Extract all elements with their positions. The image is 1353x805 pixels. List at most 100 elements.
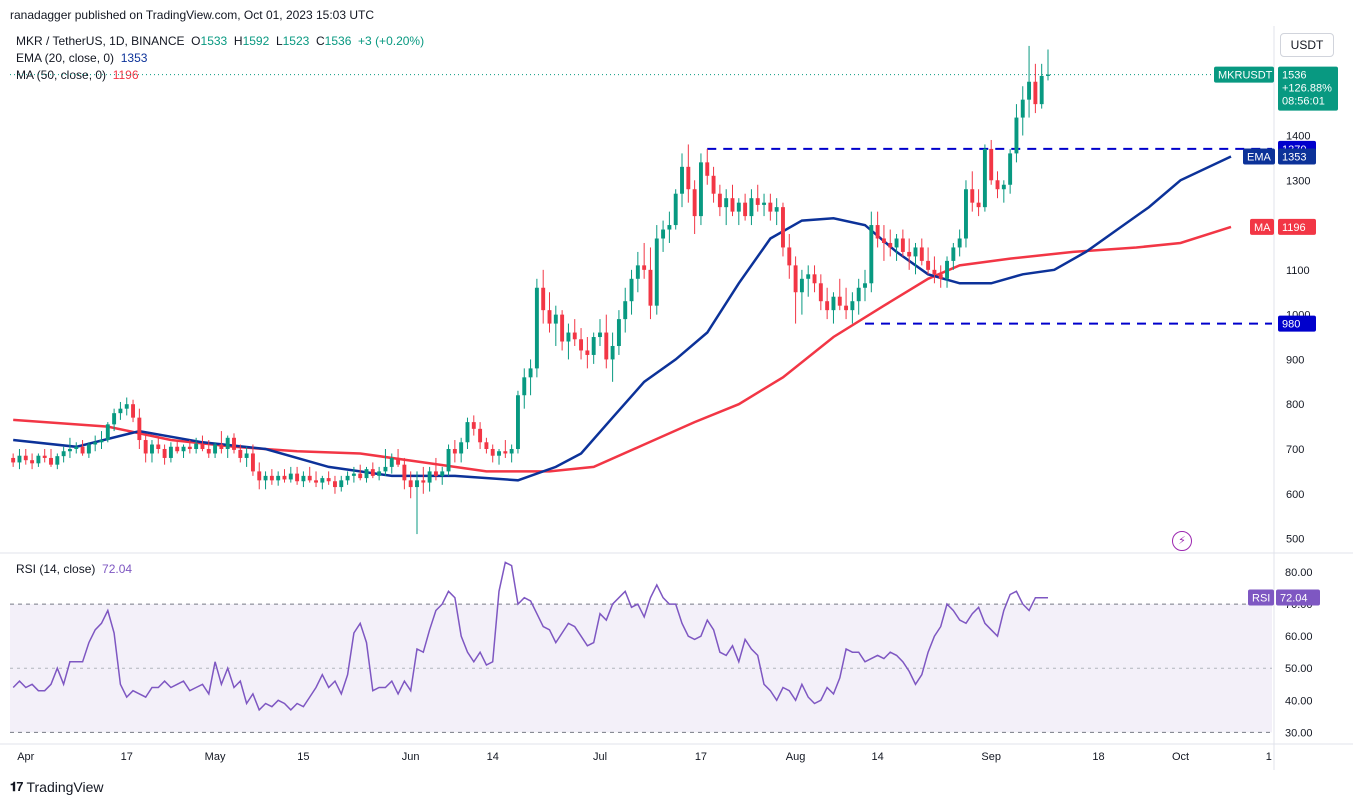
candle-body[interactable] <box>616 319 621 346</box>
candle-body[interactable] <box>932 269 937 275</box>
candle-body[interactable] <box>598 332 602 338</box>
candle-body[interactable] <box>143 440 148 454</box>
candle-body[interactable] <box>440 471 445 476</box>
candle-body[interactable] <box>730 198 735 212</box>
candle-body[interactable] <box>881 238 886 243</box>
candle-body[interactable] <box>36 455 41 464</box>
candle-body[interactable] <box>869 225 874 284</box>
candle-body[interactable] <box>553 314 558 324</box>
ma-badge[interactable]: 1196 <box>1278 218 1316 235</box>
candle-body[interactable] <box>951 247 956 261</box>
candle-body[interactable] <box>257 471 262 481</box>
candle-body[interactable] <box>799 278 804 293</box>
candle-body[interactable] <box>67 448 72 452</box>
candle-body[interactable] <box>970 189 975 203</box>
candle-body[interactable] <box>774 207 779 212</box>
candle-body[interactable] <box>232 437 236 450</box>
candle-body[interactable] <box>1008 153 1013 185</box>
candle-body[interactable] <box>850 301 855 311</box>
candle-body[interactable] <box>1014 117 1019 154</box>
candle-body[interactable] <box>534 287 539 369</box>
candle-body[interactable] <box>402 464 407 481</box>
candle-body[interactable] <box>736 202 741 212</box>
candle-body[interactable] <box>364 469 369 479</box>
symbol-title[interactable]: MKR / TetherUS, 1D, BINANCE <box>16 34 185 48</box>
candle-body[interactable] <box>156 444 161 449</box>
candle-body[interactable] <box>1033 81 1038 105</box>
ema-badge[interactable]: 1353 <box>1278 148 1316 165</box>
candle-body[interactable] <box>194 443 199 449</box>
candle-body[interactable] <box>421 480 426 483</box>
candle-body[interactable] <box>749 198 754 217</box>
candle-body[interactable] <box>99 440 104 443</box>
candle-body[interactable] <box>680 166 684 194</box>
candle-body[interactable] <box>913 247 918 257</box>
candle-body[interactable] <box>667 225 672 230</box>
candle-body[interactable] <box>124 404 129 409</box>
candle-body[interactable] <box>654 238 659 306</box>
candle-body[interactable] <box>717 193 722 208</box>
candle-body[interactable] <box>945 260 949 279</box>
candle-body[interactable] <box>175 446 180 452</box>
candle-body[interactable] <box>509 448 514 454</box>
candle-body[interactable] <box>812 274 817 284</box>
last-price-badge[interactable]: 1536+126.88%08:56:01 <box>1278 66 1338 111</box>
candle-body[interactable] <box>30 460 35 464</box>
ema-line[interactable] <box>13 155 1232 482</box>
candle-body[interactable] <box>137 417 142 441</box>
candle-body[interactable] <box>433 471 438 476</box>
rsi-tag[interactable]: RSI <box>1248 589 1274 606</box>
candle-body[interactable] <box>112 413 117 425</box>
candle-body[interactable] <box>926 260 931 270</box>
ma-tag[interactable]: MA <box>1250 218 1274 235</box>
candle-body[interactable] <box>345 475 350 481</box>
candle-body[interactable] <box>831 296 836 311</box>
candle-body[interactable] <box>781 207 785 248</box>
candle-body[interactable] <box>604 332 609 360</box>
candle-body[interactable] <box>673 193 678 226</box>
candle-body[interactable] <box>957 238 962 248</box>
candle-body[interactable] <box>295 473 300 482</box>
candle-body[interactable] <box>377 471 382 476</box>
candle-body[interactable] <box>23 455 28 461</box>
candle-body[interactable] <box>484 442 489 449</box>
candle-body[interactable] <box>301 475 306 482</box>
candle-body[interactable] <box>478 428 483 443</box>
candle-body[interactable] <box>900 238 905 252</box>
candle-body[interactable] <box>610 345 615 360</box>
candle-body[interactable] <box>49 457 53 465</box>
candle-body[interactable] <box>389 457 394 467</box>
candle-body[interactable] <box>276 475 281 481</box>
candle-body[interactable] <box>642 265 647 270</box>
candle-body[interactable] <box>238 449 243 458</box>
candle-body[interactable] <box>105 424 110 441</box>
candle-body[interactable] <box>206 448 211 454</box>
candle-body[interactable] <box>995 180 1000 190</box>
ema-tag[interactable]: EMA <box>1243 148 1275 165</box>
candle-body[interactable] <box>168 446 173 458</box>
candle-body[interactable] <box>522 377 527 396</box>
candle-body[interactable] <box>61 451 66 457</box>
candle-body[interactable] <box>358 473 363 479</box>
candle-body[interactable] <box>11 457 16 463</box>
candle-body[interactable] <box>982 148 987 208</box>
candle-body[interactable] <box>793 265 798 293</box>
candle-body[interactable] <box>591 337 596 355</box>
candle-body[interactable] <box>648 269 653 306</box>
candle-body[interactable] <box>282 475 287 480</box>
candle-body[interactable] <box>383 466 388 472</box>
candle-body[interactable] <box>225 437 230 449</box>
candle-body[interactable] <box>118 408 123 414</box>
rsi-badge[interactable]: 72.04 <box>1276 589 1320 606</box>
candle-body[interactable] <box>825 301 830 311</box>
candle-body[interactable] <box>1027 81 1032 100</box>
candle-body[interactable] <box>787 247 792 266</box>
candle-body[interactable] <box>806 274 811 279</box>
candle-body[interactable] <box>162 448 167 458</box>
candle-body[interactable] <box>396 457 401 465</box>
candle-body[interactable] <box>150 444 154 454</box>
rsi-legend[interactable]: RSI (14, close) 72.04 <box>16 562 132 576</box>
candle-body[interactable] <box>213 444 218 454</box>
candle-body[interactable] <box>314 480 318 483</box>
candle-body[interactable] <box>288 473 293 480</box>
